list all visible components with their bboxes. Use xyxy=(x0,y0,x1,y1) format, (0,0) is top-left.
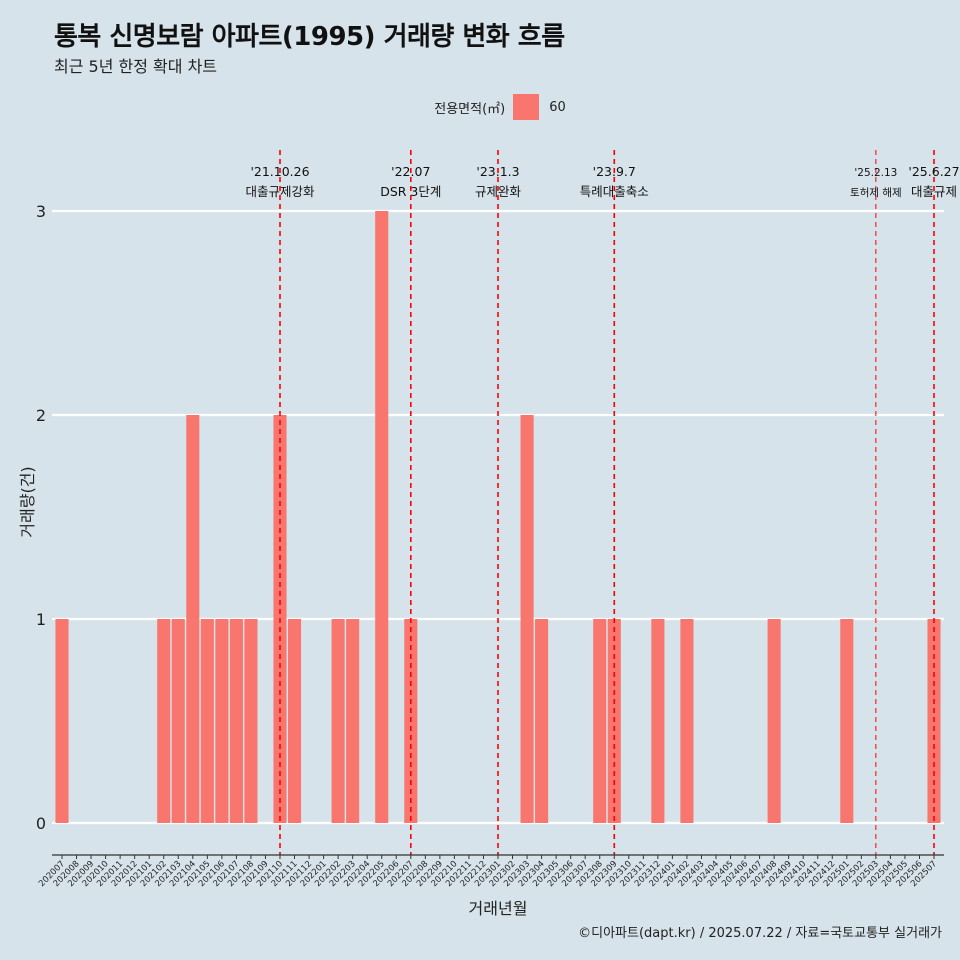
event-name-label: 규제완화 xyxy=(475,184,522,199)
x-axis-title: 거래년월 xyxy=(469,899,528,918)
y-tick-label: 1 xyxy=(36,610,46,629)
event-name-label: 대출규제강화 xyxy=(245,184,315,199)
bar xyxy=(215,619,229,823)
event-name-label: 토허제 해제 xyxy=(850,186,902,199)
event-date-label: '21.10.26 xyxy=(250,164,309,179)
bar xyxy=(680,619,694,823)
bar xyxy=(157,619,171,823)
legend-label: 60 xyxy=(549,99,566,115)
event-name-label: DSR 3단계 xyxy=(380,184,441,199)
event-name-label: 특례대출축소 xyxy=(580,184,649,199)
legend-swatch xyxy=(513,94,540,120)
bar xyxy=(55,619,69,823)
y-tick-label: 0 xyxy=(36,814,46,833)
y-tick-label: 3 xyxy=(36,202,46,221)
bar xyxy=(229,619,243,823)
bar xyxy=(244,619,258,823)
event-date-label: '25.6.27 xyxy=(908,164,959,179)
bar xyxy=(593,619,607,823)
event-date-label: '25.2.13 xyxy=(854,167,897,179)
bar xyxy=(535,619,549,823)
chart-title: 통복 신명보람 아파트(1995) 거래량 변화 흐름 xyxy=(54,22,565,52)
bar xyxy=(840,619,854,823)
source-caption: ©디아파트(dapt.kr) / 2025.07.22 / 자료=국토교통부 실… xyxy=(578,926,942,941)
event-date-label: '23.9.7 xyxy=(593,164,636,179)
bar xyxy=(171,619,185,823)
event-date-label: '23.1.3 xyxy=(476,164,519,179)
legend: 전용면적(㎡) 60 xyxy=(0,94,960,120)
bar xyxy=(651,619,665,823)
event-name-label: 대출규제 xyxy=(911,184,957,199)
bar xyxy=(346,619,360,823)
bar xyxy=(767,619,781,823)
bar xyxy=(186,415,200,823)
y-axis-title: 거래량(건) xyxy=(18,466,37,537)
chart-subtitle: 최근 5년 한정 확대 차트 xyxy=(54,57,218,76)
bar xyxy=(287,619,302,823)
bar xyxy=(331,619,345,823)
y-tick-label: 2 xyxy=(36,406,46,425)
bar xyxy=(375,211,389,823)
event-date-label: '22.07 xyxy=(391,164,430,179)
bar xyxy=(520,415,534,823)
bar xyxy=(200,619,214,823)
legend-title: 전용면적(㎡) xyxy=(434,101,506,117)
